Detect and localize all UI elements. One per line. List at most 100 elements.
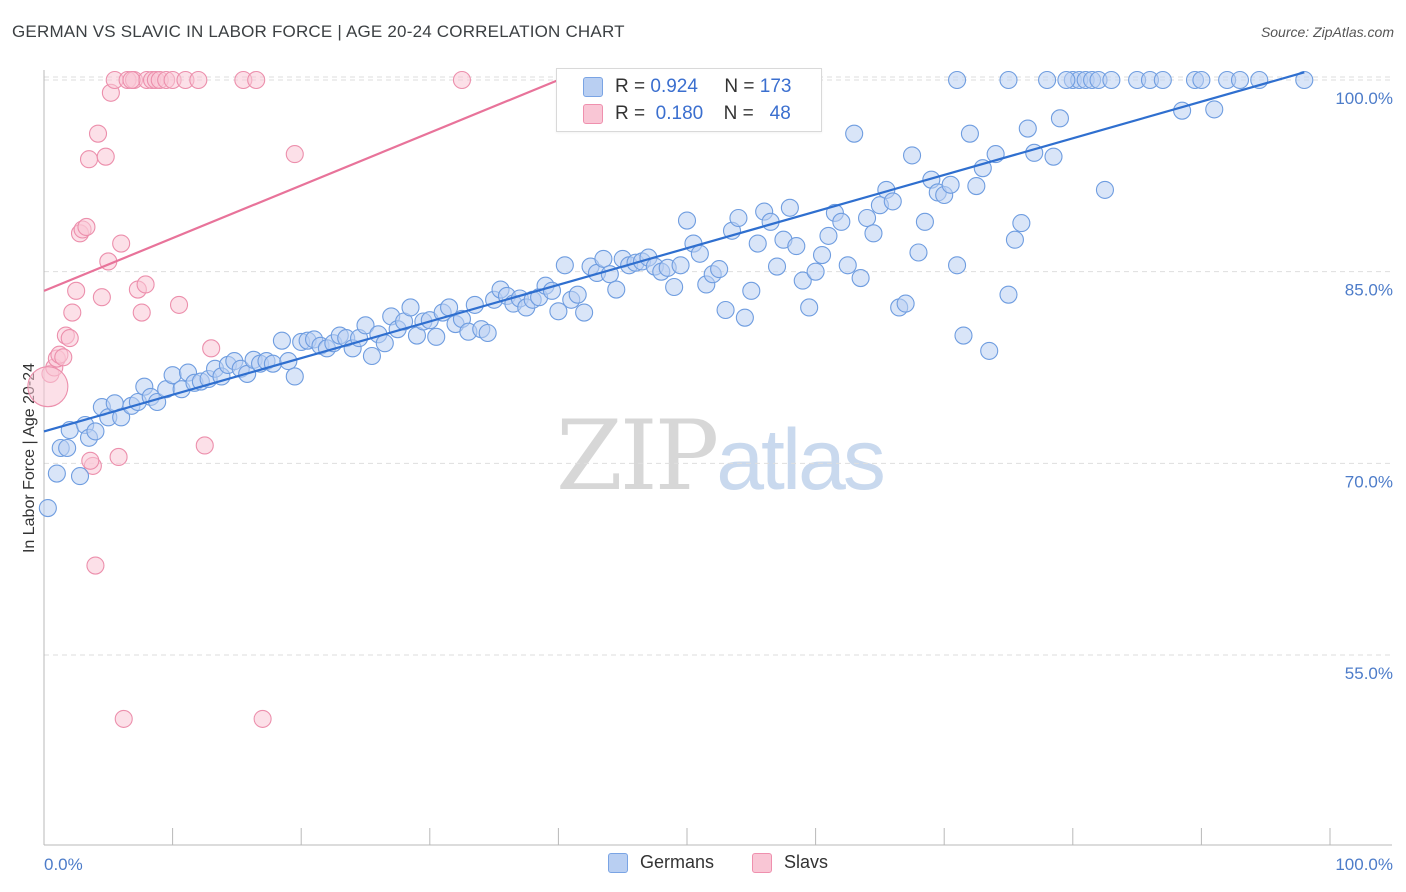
germans-point [58, 438, 77, 458]
germans-point [671, 256, 690, 275]
germans-n-value: 173 [759, 76, 792, 97]
watermark: ZIPatlas [556, 400, 886, 512]
y-tick-label-2: 70.0% [1345, 472, 1393, 491]
germans-point [845, 124, 864, 143]
slavs-point [79, 150, 99, 169]
germans-point [575, 303, 594, 322]
germans-point [742, 281, 761, 300]
germans-point [1057, 70, 1076, 90]
slavs-point [60, 329, 79, 348]
germans-point [980, 341, 999, 360]
germans-point [1038, 70, 1057, 90]
germans-point [999, 70, 1018, 90]
germans-point [86, 422, 105, 441]
germans-point [375, 334, 394, 353]
germans-point [806, 262, 825, 281]
slavs-point [132, 303, 151, 322]
slavs-point [92, 288, 111, 307]
x-tick-label-0: 0.0% [44, 855, 83, 874]
germans-point [812, 246, 832, 265]
slavs-point [285, 145, 304, 164]
slavs-legend-label: Slavs [784, 852, 829, 872]
germans-point [999, 285, 1018, 304]
germans-point [70, 467, 90, 486]
germans-point [851, 269, 870, 288]
legend-item-germans[interactable]: Germans [608, 852, 714, 873]
germans-r-value: 0.924 [650, 76, 698, 97]
germans-point [1012, 214, 1031, 233]
slavs-point [81, 451, 100, 470]
slavs-points [27, 70, 472, 728]
germans-legend-swatch [608, 852, 628, 873]
germans-point [896, 294, 915, 313]
slavs-point [77, 217, 96, 236]
axes [43, 70, 1392, 846]
slavs-swatch [583, 104, 603, 124]
germans-point [607, 280, 626, 299]
germans-point [735, 308, 754, 327]
slavs-point [112, 234, 131, 253]
slavs-point [88, 124, 108, 143]
germans-point [1018, 119, 1037, 138]
germans-point [555, 256, 574, 275]
slavs-point [67, 281, 86, 300]
germans-point [285, 367, 304, 386]
germans-point [819, 226, 838, 245]
germans-point [941, 175, 960, 194]
n-label: N = [724, 76, 755, 97]
germans-point [793, 271, 812, 290]
germans-point [1102, 70, 1121, 90]
germans-point [800, 298, 819, 317]
slavs-point [63, 303, 82, 322]
germans-point [1205, 100, 1224, 119]
germans-point [960, 124, 979, 143]
germans-point [767, 257, 787, 276]
slavs-point [27, 366, 69, 408]
germans-point [1005, 230, 1024, 249]
germans-point [272, 331, 291, 350]
slavs-r-value: 0.180 [655, 103, 704, 124]
germans-point [780, 198, 799, 217]
germans-points [38, 70, 1314, 518]
germans-point [1295, 70, 1314, 90]
germans-point [915, 212, 934, 231]
slavs-point [54, 348, 73, 367]
y-tick-label-0: 100.0% [1335, 89, 1393, 108]
germans-point [948, 256, 967, 275]
slavs-point [136, 275, 155, 294]
chart-title: GERMAN VS SLAVIC IN LABOR FORCE | AGE 20… [12, 22, 625, 41]
germans-point [716, 300, 735, 320]
slavs-point [109, 447, 128, 466]
germans-point [1095, 180, 1114, 199]
n-label: N = [723, 103, 754, 124]
germans-point [568, 285, 587, 304]
germans-point [1044, 147, 1063, 166]
germans-point [838, 256, 857, 275]
slavs-point [122, 70, 141, 90]
slavs-point [202, 339, 221, 358]
germans-point [401, 298, 420, 317]
slavs-point [247, 70, 266, 90]
slavs-point [114, 709, 133, 728]
germans-point [967, 177, 986, 196]
slavs-point [96, 147, 115, 166]
germans-point [665, 277, 684, 297]
germans-point [1050, 109, 1069, 128]
germans-point [690, 244, 709, 263]
germans-point [1192, 70, 1211, 90]
germans-point [954, 326, 973, 345]
germans-point [427, 327, 446, 346]
germans-point [549, 302, 568, 321]
germans-trend-line [43, 71, 1305, 433]
germans-point [38, 499, 57, 518]
x-tick-label-1: 100.0% [1335, 855, 1393, 874]
legend-row-germans: R = 0.924 N = 173 [583, 74, 791, 100]
slavs-point [86, 556, 105, 575]
y-tick-label-3: 55.0% [1345, 664, 1393, 683]
source-label: Source: ZipAtlas.com [1260, 24, 1394, 40]
germans-point [729, 208, 748, 228]
germans-point [1153, 70, 1172, 90]
watermark-zip: ZIP [556, 400, 719, 512]
legend-item-slavs[interactable]: Slavs [752, 852, 828, 873]
